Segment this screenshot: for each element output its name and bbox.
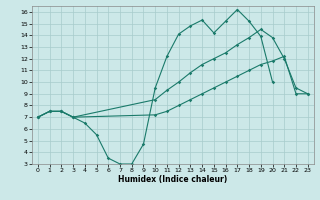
X-axis label: Humidex (Indice chaleur): Humidex (Indice chaleur) [118,175,228,184]
